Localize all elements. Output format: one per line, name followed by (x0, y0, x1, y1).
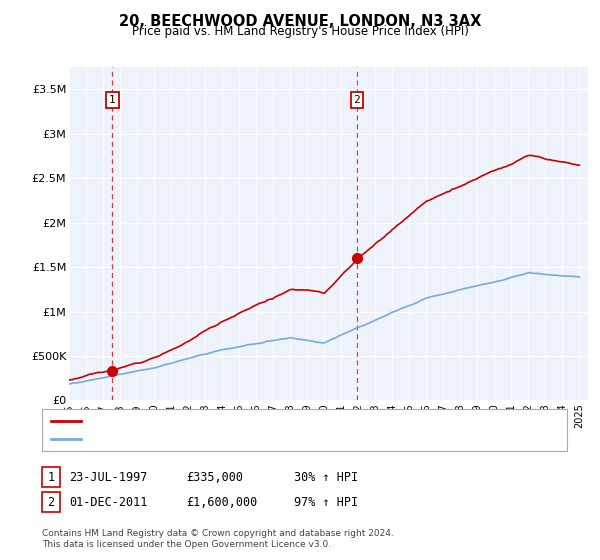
Text: 20, BEECHWOOD AVENUE, LONDON, N3 3AX: 20, BEECHWOOD AVENUE, LONDON, N3 3AX (119, 14, 481, 29)
Text: 2: 2 (353, 95, 360, 105)
Text: Price paid vs. HM Land Registry's House Price Index (HPI): Price paid vs. HM Land Registry's House … (131, 25, 469, 39)
Text: 97% ↑ HPI: 97% ↑ HPI (294, 496, 358, 509)
Text: 30% ↑ HPI: 30% ↑ HPI (294, 470, 358, 484)
Text: 1: 1 (47, 470, 55, 484)
Text: 23-JUL-1997: 23-JUL-1997 (69, 470, 148, 484)
Text: 1: 1 (109, 95, 116, 105)
Text: 20, BEECHWOOD AVENUE, LONDON, N3 3AX (detached house): 20, BEECHWOOD AVENUE, LONDON, N3 3AX (de… (85, 416, 416, 426)
Text: £335,000: £335,000 (186, 470, 243, 484)
Text: HPI: Average price, detached house, Barnet: HPI: Average price, detached house, Barn… (85, 434, 348, 444)
Text: Contains HM Land Registry data © Crown copyright and database right 2024.
This d: Contains HM Land Registry data © Crown c… (42, 529, 394, 549)
Text: £1,600,000: £1,600,000 (186, 496, 257, 509)
Text: 01-DEC-2011: 01-DEC-2011 (69, 496, 148, 509)
Text: 2: 2 (47, 496, 55, 509)
